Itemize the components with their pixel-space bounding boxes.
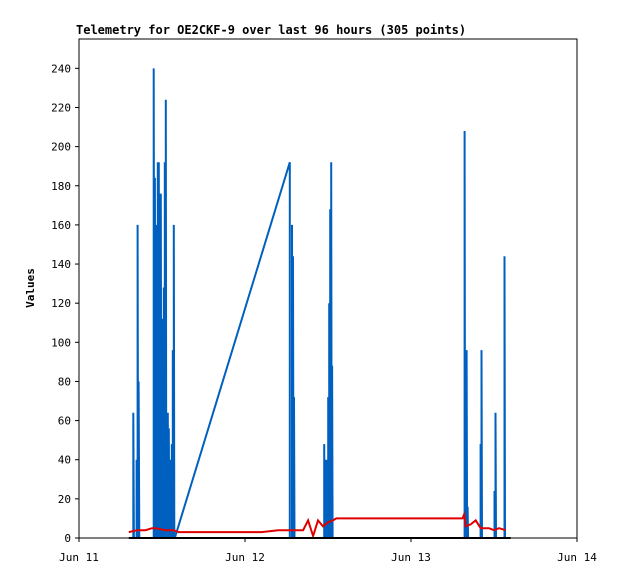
- y-tick-label: 0: [64, 532, 71, 545]
- y-tick-label: 40: [58, 454, 71, 467]
- series-line-1: [132, 68, 506, 539]
- series-group: [128, 68, 511, 540]
- x-tick-label: Jun 13: [391, 551, 431, 564]
- y-axis-label: Values: [24, 268, 37, 308]
- y-tick-label: 140: [51, 258, 71, 271]
- x-tick-label: Jun 11: [59, 551, 99, 564]
- y-tick-label: 220: [51, 101, 71, 114]
- axes: 0 20 40 60 80 100 120 140 160 180 200 220 240 Jun 11 J…: [51, 62, 597, 564]
- y-tick-label: 120: [51, 297, 71, 310]
- y-tick-label: 180: [51, 180, 71, 193]
- chart-title: Telemetry for OE2CKF-9 over last 96 hour…: [76, 23, 466, 37]
- y-tick-label: 240: [51, 62, 71, 75]
- y-tick-label: 100: [51, 336, 71, 349]
- y-tick-label: 60: [58, 415, 71, 428]
- y-tick-label: 200: [51, 141, 71, 154]
- y-tick-label: 20: [58, 493, 71, 506]
- series-line-2: [128, 510, 506, 540]
- y-tick-label: 160: [51, 219, 71, 232]
- y-tick-label: 80: [58, 375, 71, 388]
- x-tick-label: Jun 12: [225, 551, 265, 564]
- x-tick-label: Jun 14: [557, 551, 597, 564]
